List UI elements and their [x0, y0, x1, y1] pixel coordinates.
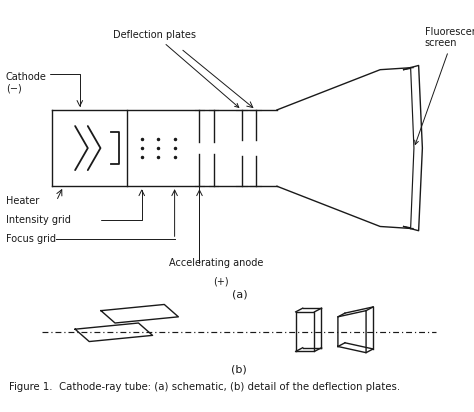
Text: Intensity grid: Intensity grid: [6, 215, 71, 225]
Text: Fluorescent
screen: Fluorescent screen: [415, 27, 474, 145]
Text: Cathode
(−): Cathode (−): [6, 72, 46, 94]
Text: Figure 1.  Cathode-ray tube: (a) schematic, (b) detail of the deflection plates.: Figure 1. Cathode-ray tube: (a) schemati…: [9, 382, 401, 393]
Text: Deflection plates: Deflection plates: [113, 30, 239, 108]
Text: (+): (+): [213, 276, 228, 287]
Text: (b): (b): [231, 365, 247, 375]
Text: (a): (a): [232, 289, 247, 299]
Text: Accelerating anode: Accelerating anode: [169, 258, 264, 267]
Text: Heater: Heater: [6, 196, 39, 206]
Text: Focus grid: Focus grid: [6, 234, 55, 244]
